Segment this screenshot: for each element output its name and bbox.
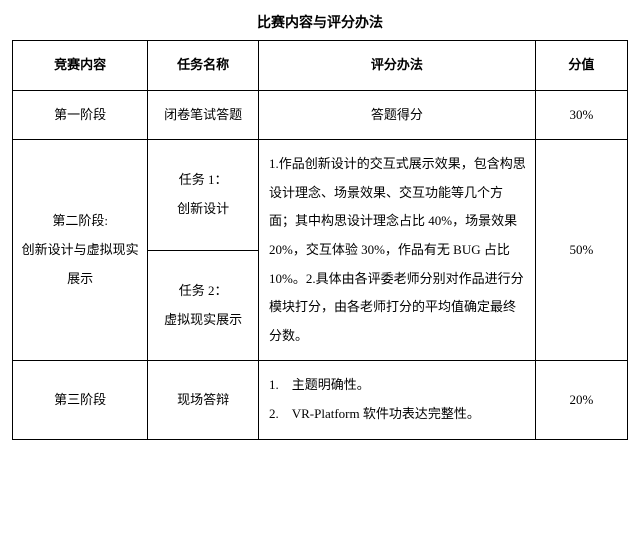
- cell-task-3: 现场答辩: [148, 361, 259, 439]
- header-score: 分值: [535, 41, 627, 91]
- method3-line2: 2. VR-Platform 软件功表达完整性。: [269, 400, 527, 429]
- cell-method-3: 1. 主题明确性。 2. VR-Platform 软件功表达完整性。: [258, 361, 535, 439]
- cell-stage-3: 第三阶段: [13, 361, 148, 439]
- cell-stage-2: 第二阶段: 创新设计与虚拟现实 展示: [13, 140, 148, 361]
- table-row: 第三阶段 现场答辩 1. 主题明确性。 2. VR-Platform 软件功表达…: [13, 361, 628, 439]
- task2-line1: 任务 2：: [154, 277, 252, 306]
- table-title: 比赛内容与评分办法: [12, 12, 628, 32]
- header-method: 评分办法: [258, 41, 535, 91]
- header-task: 任务名称: [148, 41, 259, 91]
- cell-method-1: 答题得分: [258, 90, 535, 140]
- header-row: 竞赛内容 任务名称 评分办法 分值: [13, 41, 628, 91]
- stage2-line2: 创新设计与虚拟现实: [19, 236, 141, 265]
- cell-task-2b: 任务 2： 虚拟现实展示: [148, 250, 259, 361]
- cell-stage-1: 第一阶段: [13, 90, 148, 140]
- cell-method-2: 1.作品创新设计的交互式展示效果，包含构思设计理念、场景效果、交互功能等几个方面…: [258, 140, 535, 361]
- task1-line2: 创新设计: [154, 195, 252, 224]
- table-row: 第二阶段: 创新设计与虚拟现实 展示 任务 1： 创新设计 1.作品创新设计的交…: [13, 140, 628, 251]
- scoring-table: 竞赛内容 任务名称 评分办法 分值 第一阶段 闭卷笔试答题 答题得分 30% 第…: [12, 40, 628, 440]
- cell-task-1: 闭卷笔试答题: [148, 90, 259, 140]
- task2-line2: 虚拟现实展示: [154, 306, 252, 335]
- task1-line1: 任务 1：: [154, 166, 252, 195]
- cell-score-3: 20%: [535, 361, 627, 439]
- cell-score-2: 50%: [535, 140, 627, 361]
- stage2-line3: 展示: [19, 265, 141, 294]
- table-row: 第一阶段 闭卷笔试答题 答题得分 30%: [13, 90, 628, 140]
- method3-line1: 1. 主题明确性。: [269, 371, 527, 400]
- stage2-line1: 第二阶段:: [19, 207, 141, 236]
- header-content: 竞赛内容: [13, 41, 148, 91]
- cell-task-2a: 任务 1： 创新设计: [148, 140, 259, 251]
- cell-score-1: 30%: [535, 90, 627, 140]
